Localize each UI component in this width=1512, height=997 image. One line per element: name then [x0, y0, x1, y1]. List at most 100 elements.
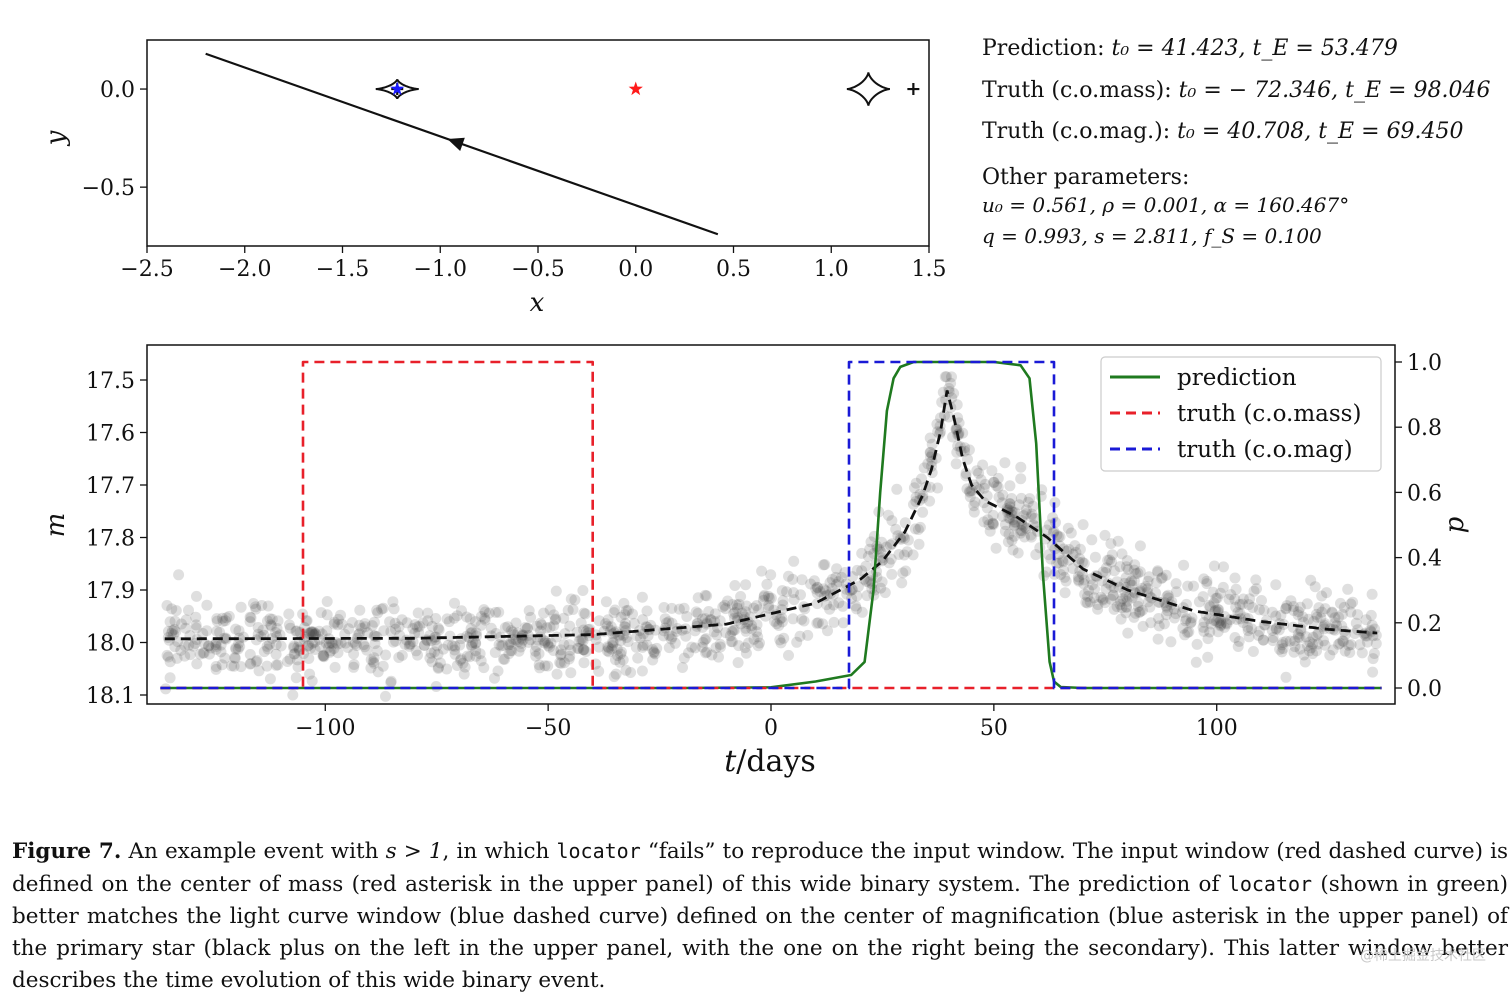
observation-point	[466, 626, 478, 638]
observation-point	[669, 637, 681, 649]
observation-point	[783, 649, 794, 661]
observation-point	[602, 641, 614, 653]
observation-point	[1367, 666, 1379, 678]
observation-point	[1015, 492, 1027, 504]
observation-point	[602, 620, 614, 632]
observation-point	[190, 622, 202, 634]
observation-point	[1012, 547, 1024, 559]
observation-point	[164, 672, 176, 684]
observation-point	[554, 657, 566, 669]
observation-point	[348, 659, 360, 670]
observation-point	[978, 516, 990, 528]
observation-point	[1338, 601, 1350, 613]
observation-point	[232, 643, 244, 655]
observation-point	[348, 661, 360, 673]
observation-point	[788, 594, 800, 606]
trajectory-y-axis-label: y	[41, 130, 71, 146]
observation-point	[1185, 616, 1197, 628]
observation-point	[1202, 651, 1214, 663]
observation-point	[309, 627, 321, 639]
observation-point	[1307, 638, 1319, 650]
observation-point	[1213, 604, 1225, 616]
observation-point	[1106, 556, 1117, 568]
observation-point	[881, 541, 892, 553]
observation-point	[292, 661, 304, 673]
observation-point	[811, 617, 823, 629]
observation-point	[699, 589, 711, 601]
observation-point	[1197, 591, 1209, 603]
observation-point	[1178, 559, 1190, 571]
observation-point	[914, 521, 926, 533]
observation-point	[359, 641, 371, 653]
observation-point	[219, 652, 231, 664]
observation-point	[1025, 529, 1037, 541]
observation-point	[1305, 574, 1317, 586]
observation-point	[1128, 611, 1140, 623]
observation-point	[926, 438, 938, 450]
observation-point	[733, 598, 745, 610]
observation-point	[828, 599, 840, 611]
observation-point	[634, 632, 646, 644]
observation-point	[1121, 601, 1133, 613]
observation-point	[1326, 606, 1338, 618]
light-curve-x-tick-label: 50	[980, 716, 1008, 741]
light-curve-x-tick-label: −50	[525, 716, 571, 741]
observation-point	[612, 650, 623, 662]
observation-point	[1193, 596, 1205, 608]
observation-point	[535, 617, 547, 629]
observation-point	[1126, 592, 1138, 604]
observation-point	[317, 649, 329, 661]
observation-point	[1057, 556, 1069, 568]
observation-point	[1120, 591, 1132, 603]
observation-point	[310, 628, 322, 640]
observation-point	[542, 660, 554, 672]
observation-point	[1017, 520, 1029, 532]
observation-point	[979, 478, 991, 490]
observation-point	[632, 652, 644, 664]
trajectory-x-tick-label: 1.0	[814, 257, 849, 282]
light-curve-left-y-tick-label: 18.1	[86, 684, 135, 709]
observation-point	[1136, 582, 1148, 594]
observation-point	[733, 640, 745, 652]
observation-point	[1016, 525, 1028, 537]
observation-point	[271, 623, 283, 634]
observation-point	[304, 668, 316, 680]
observation-point	[1084, 596, 1096, 608]
info-truth-mass-values: t₀ = − 72.346, t_E = 98.046	[1178, 78, 1491, 103]
observation-point	[641, 639, 653, 651]
caption-figure-label: Figure 7.	[12, 839, 122, 864]
observation-point	[1043, 519, 1055, 531]
observation-point	[226, 660, 237, 672]
observation-point	[272, 659, 284, 671]
observation-point	[945, 377, 957, 389]
observation-point	[1329, 612, 1341, 624]
observation-point	[475, 611, 487, 622]
caption-text-2: , in which	[442, 839, 550, 864]
observation-point	[1218, 561, 1229, 573]
observation-point	[1277, 637, 1289, 648]
observation-point	[1158, 618, 1170, 630]
observation-point	[821, 599, 833, 611]
observation-point	[1121, 561, 1132, 573]
observation-point	[808, 575, 820, 587]
observation-point	[356, 622, 368, 634]
observation-point	[198, 637, 210, 649]
observation-point	[1052, 531, 1064, 543]
observation-point	[822, 625, 833, 637]
observation-point	[1350, 617, 1362, 629]
observation-point	[1022, 496, 1034, 508]
observation-point	[1053, 557, 1065, 569]
observation-point	[1089, 583, 1101, 595]
observation-point	[513, 645, 525, 657]
observation-point	[1273, 624, 1285, 636]
observation-point	[1327, 644, 1339, 656]
observation-point	[1102, 554, 1114, 566]
observation-point	[1237, 593, 1249, 605]
observation-point	[1292, 609, 1304, 621]
observation-point	[176, 618, 187, 630]
observation-point	[1304, 636, 1316, 648]
light-curve-x-tick-label: 100	[1196, 716, 1238, 741]
observation-point	[977, 459, 989, 471]
observation-point	[1242, 625, 1254, 637]
observation-point	[348, 648, 360, 660]
